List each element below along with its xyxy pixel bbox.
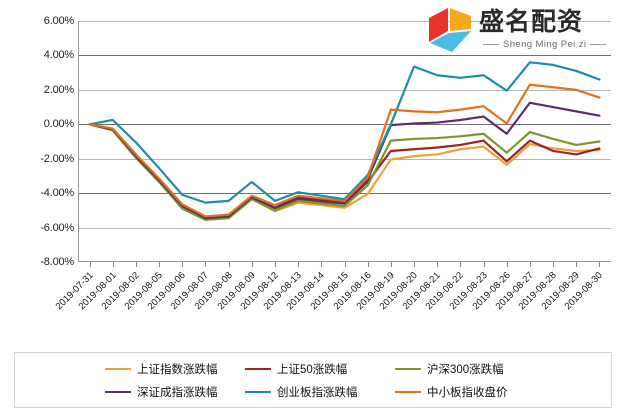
rule-right <box>590 44 607 45</box>
gridline--2 <box>79 158 611 160</box>
x-axis-tick <box>390 262 392 267</box>
x-axis-tick <box>112 262 114 267</box>
brand-logo: 盛名配资 Sheng Ming Pei zi <box>428 4 620 56</box>
x-axis-tick <box>182 262 184 267</box>
gridline-4 <box>79 55 611 57</box>
x-axis-tick <box>274 262 276 267</box>
x-axis-tick <box>414 262 416 267</box>
brand-subtitle: Sheng Ming Pei zi <box>479 39 610 50</box>
y-axis-label: 0.00% <box>43 118 74 131</box>
legend-row-2: 深证成指涨跌幅 创业板指涨跌幅 中小板指收盘价 <box>15 381 611 403</box>
x-axis-tick <box>228 262 230 267</box>
x-axis-ticks <box>78 262 611 268</box>
legend-label: 创业板指涨跌幅 <box>277 387 358 399</box>
y-axis-label: 6.00% <box>43 15 74 27</box>
x-axis-tick <box>529 262 531 267</box>
x-axis-tick <box>89 262 91 267</box>
x-axis-tick <box>159 262 161 267</box>
x-axis-tick <box>483 262 485 267</box>
legend-item[interactable]: 中小板指收盘价 <box>395 384 508 400</box>
legend-item[interactable]: 深证成指涨跌幅 <box>105 384 218 400</box>
gridline-2 <box>79 89 611 91</box>
x-axis-tick <box>321 262 323 267</box>
brand-title: 盛名配资 <box>479 8 584 36</box>
gridline--6 <box>79 227 611 229</box>
x-axis-tick <box>576 262 578 267</box>
legend-swatch <box>395 391 421 393</box>
x-axis-tick <box>437 262 439 267</box>
x-axis: 2019-07-31 2019-08-01 2019-08-02 2019-08-05… <box>0 262 626 342</box>
y-axis-label: 4.00% <box>43 49 74 62</box>
legend-row-1: 上证指数涨跌幅 上证50涨跌幅 沪深300涨跌幅 <box>15 358 611 380</box>
y-axis-label: -2.00% <box>40 152 74 165</box>
legend-item[interactable]: 创业板指涨跌幅 <box>245 384 358 400</box>
legend-label: 上证50涨跌幅 <box>277 364 348 376</box>
legend-label: 沪深300涨跌幅 <box>427 364 504 376</box>
x-axis-tick <box>135 262 137 267</box>
brand-subtitle-text: Sheng Ming Pei zi <box>503 39 587 50</box>
legend-swatch <box>105 368 131 370</box>
rule-left <box>483 44 499 45</box>
cube-icon <box>428 7 472 53</box>
gridline--4 <box>79 193 611 195</box>
legend-item[interactable]: 沪深300涨跌幅 <box>395 361 504 377</box>
legend-label: 上证指数涨跌幅 <box>137 364 218 376</box>
gridline-6 <box>79 21 611 22</box>
legend-swatch <box>245 368 271 370</box>
gridline-0 <box>79 124 611 126</box>
x-axis-tick <box>344 262 346 267</box>
x-axis-tick <box>251 262 253 267</box>
chart-legend: 上证指数涨跌幅 上证50涨跌幅 沪深300涨跌幅 深证成指涨跌幅 创业板指涨跌幅 中小板… <box>14 352 612 408</box>
y-axis-label: -8.00% <box>40 256 74 268</box>
legend-swatch <box>395 368 421 370</box>
x-axis-tick <box>298 262 300 267</box>
legend-item[interactable]: 上证50涨跌幅 <box>245 361 347 377</box>
y-axis-label: -6.00% <box>40 221 74 234</box>
y-axis-label: 2.00% <box>43 83 74 96</box>
plot-area <box>78 21 611 262</box>
legend-label: 深证成指涨跌幅 <box>137 387 218 399</box>
legend-label: 中小板指收盘价 <box>427 387 508 399</box>
y-axis: 6.00% 4.00% 2.00% 0.00% -2.00% -4.00% -6.00% -8… <box>4 15 74 268</box>
legend-item[interactable]: 上证指数涨跌幅 <box>105 361 218 377</box>
x-axis-tick <box>506 262 508 267</box>
x-axis-tick <box>599 262 601 267</box>
x-axis-tick <box>367 262 369 267</box>
x-axis-tick <box>205 262 207 267</box>
x-axis-tick <box>460 262 462 267</box>
legend-swatch <box>245 391 271 393</box>
y-axis-label: -4.00% <box>40 187 74 200</box>
brand-text: 盛名配资 Sheng Ming Pei zi <box>479 10 610 50</box>
legend-swatch <box>105 391 131 393</box>
x-axis-tick <box>553 262 555 267</box>
